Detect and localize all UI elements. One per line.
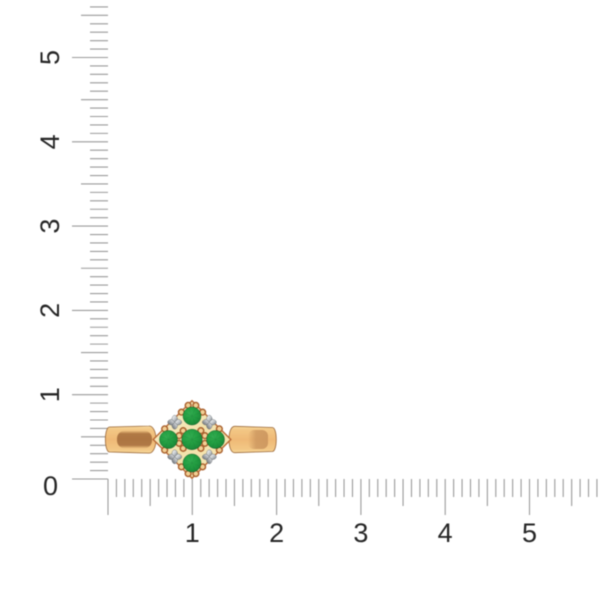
svg-text:4: 4 bbox=[35, 134, 65, 149]
svg-text:5: 5 bbox=[522, 518, 537, 548]
svg-text:1: 1 bbox=[185, 518, 200, 548]
svg-text:0: 0 bbox=[43, 471, 58, 501]
svg-text:5: 5 bbox=[35, 50, 65, 65]
svg-text:1: 1 bbox=[35, 387, 65, 402]
svg-text:2: 2 bbox=[35, 303, 65, 318]
svg-text:3: 3 bbox=[35, 219, 65, 234]
svg-text:2: 2 bbox=[269, 518, 284, 548]
svg-text:4: 4 bbox=[438, 518, 453, 548]
svg-text:3: 3 bbox=[353, 518, 368, 548]
